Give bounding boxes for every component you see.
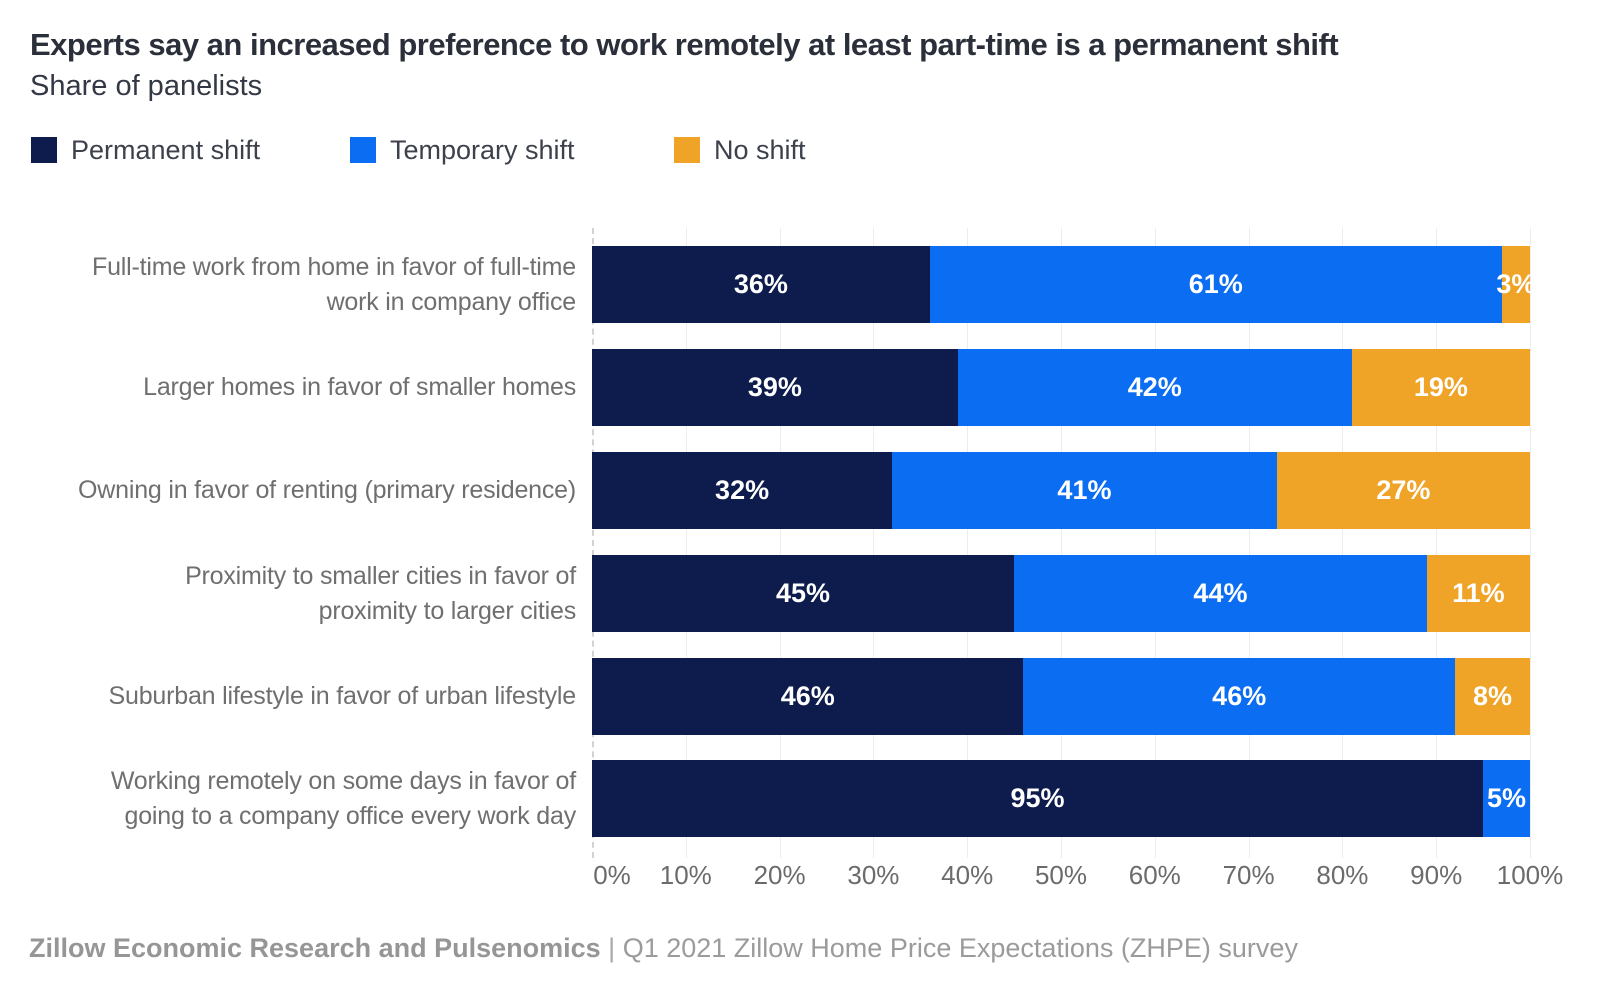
gridline <box>685 228 687 858</box>
bar-segment-permanent-shift: 45% <box>592 555 1015 632</box>
bar-value-label: 3% <box>1496 269 1536 299</box>
bar-value-label: 45% <box>776 578 831 608</box>
bar-value-label: 95% <box>1010 783 1065 813</box>
bar-value-label: 44% <box>1193 578 1248 608</box>
x-tick-label: 50% <box>1034 860 1088 890</box>
legend-label: No shift <box>714 134 806 165</box>
gridline <box>779 228 781 858</box>
source-separator: | <box>600 933 623 963</box>
bar-value-label: 41% <box>1057 475 1112 505</box>
bar-segment-temporary-shift: 44% <box>1014 555 1427 632</box>
legend-label: Permanent shift <box>71 134 261 165</box>
bar-value-label: 32% <box>715 475 770 505</box>
category-label: Larger homes in favor of smaller homes <box>143 373 576 401</box>
bar-value-label: 36% <box>733 269 788 299</box>
gridline <box>1248 228 1250 858</box>
bar-row: 39% 42% 19% <box>592 349 1530 426</box>
bar-segment-temporary-shift: 46% <box>1023 658 1455 735</box>
gridline <box>1061 228 1062 858</box>
x-tick-label: 60% <box>1128 860 1181 890</box>
gridline <box>1436 228 1438 858</box>
zero-axis-line <box>592 228 594 858</box>
bar-value-label: 8% <box>1472 681 1512 711</box>
bar-value-label: 11% <box>1452 578 1505 608</box>
category-label: Suburban lifestyle in favor of urban lif… <box>108 682 577 710</box>
legend-swatch-no-shift <box>674 137 700 163</box>
category-label: Full-time work from home in favor of ful… <box>92 252 576 316</box>
bar-value-label: 5% <box>1487 783 1527 813</box>
bar-value-label: 46% <box>780 681 835 711</box>
bar-segment-permanent-shift: 46% <box>592 658 1024 735</box>
bar-segment-temporary-shift: 61% <box>929 246 1502 323</box>
gridline <box>1154 228 1156 858</box>
chart-subtitle: Share of panelists <box>30 70 263 102</box>
bar-segment-no-shift: 11% <box>1426 555 1530 632</box>
bar-segment-temporary-shift: 5% <box>1483 760 1530 837</box>
bar-segment-no-shift: 8% <box>1454 658 1530 735</box>
bar-value-label: 27% <box>1376 475 1431 505</box>
gridline <box>1530 228 1531 858</box>
bar-segment-permanent-shift: 32% <box>592 452 893 529</box>
bar-segment-permanent-shift: 36% <box>592 246 930 323</box>
gridline <box>873 228 875 858</box>
x-tick-label: 0% <box>593 860 631 890</box>
bar-segment-no-shift: 27% <box>1276 452 1530 529</box>
bar-row: 32% 41% 27% <box>592 452 1530 529</box>
source-detail: Q1 2021 Zillow Home Price Expectations (… <box>622 933 1298 963</box>
bar-value-label: 42% <box>1127 372 1182 402</box>
bar-row: 95% 5% <box>592 760 1530 837</box>
bar-segment-no-shift: 3% <box>1496 246 1535 323</box>
bar-value-label: 61% <box>1188 269 1243 299</box>
x-tick-label: 10% <box>659 860 712 890</box>
x-tick-label: 30% <box>847 860 900 890</box>
gridline <box>967 228 969 858</box>
gridline <box>1342 228 1344 858</box>
x-tick-label: 90% <box>1410 860 1463 890</box>
category-label: Proximity to smaller cities in favor of … <box>185 561 576 625</box>
legend-swatch-permanent-shift <box>31 137 57 163</box>
bar-segment-temporary-shift: 42% <box>957 349 1352 426</box>
chart-title: Experts say an increased preference to w… <box>30 27 1339 62</box>
source-footer: Zillow Economic Research and Pulsenomics… <box>29 933 1298 964</box>
source-name: Zillow Economic Research and Pulsenomics <box>29 933 601 963</box>
category-label: Owning in favor of renting (primary resi… <box>78 476 576 504</box>
bar-value-label: 19% <box>1413 372 1468 402</box>
x-tick-label: 40% <box>941 860 994 890</box>
bar-segment-temporary-shift: 41% <box>892 452 1277 529</box>
x-tick-label: 70% <box>1222 860 1275 890</box>
bar-segment-no-shift: 19% <box>1351 349 1530 426</box>
x-tick-label: 100% <box>1496 860 1564 890</box>
bar-value-label: 46% <box>1212 681 1267 711</box>
legend-swatch-temporary-shift <box>350 137 376 163</box>
bar-row: 36% 61% 3% <box>592 246 1535 323</box>
x-tick-label: 20% <box>753 860 806 890</box>
legend-item-temporary-shift: Temporary shift <box>350 135 575 165</box>
legend-label: Temporary shift <box>390 134 575 165</box>
bar-segment-permanent-shift: 39% <box>592 349 958 426</box>
category-label: Working remotely on some days in favor o… <box>110 766 576 830</box>
x-tick-label: 80% <box>1316 860 1369 890</box>
bar-segment-permanent-shift: 95% <box>592 760 1484 837</box>
legend: Permanent shift Temporary shift No shift <box>0 135 1600 165</box>
legend-item-permanent-shift: Permanent shift <box>31 135 260 165</box>
bar-row: 46% 46% 8% <box>592 658 1530 735</box>
bar-row: 45% 44% 11% <box>592 555 1530 632</box>
legend-item-no-shift: No shift <box>674 135 806 165</box>
bar-value-label: 39% <box>747 372 802 402</box>
